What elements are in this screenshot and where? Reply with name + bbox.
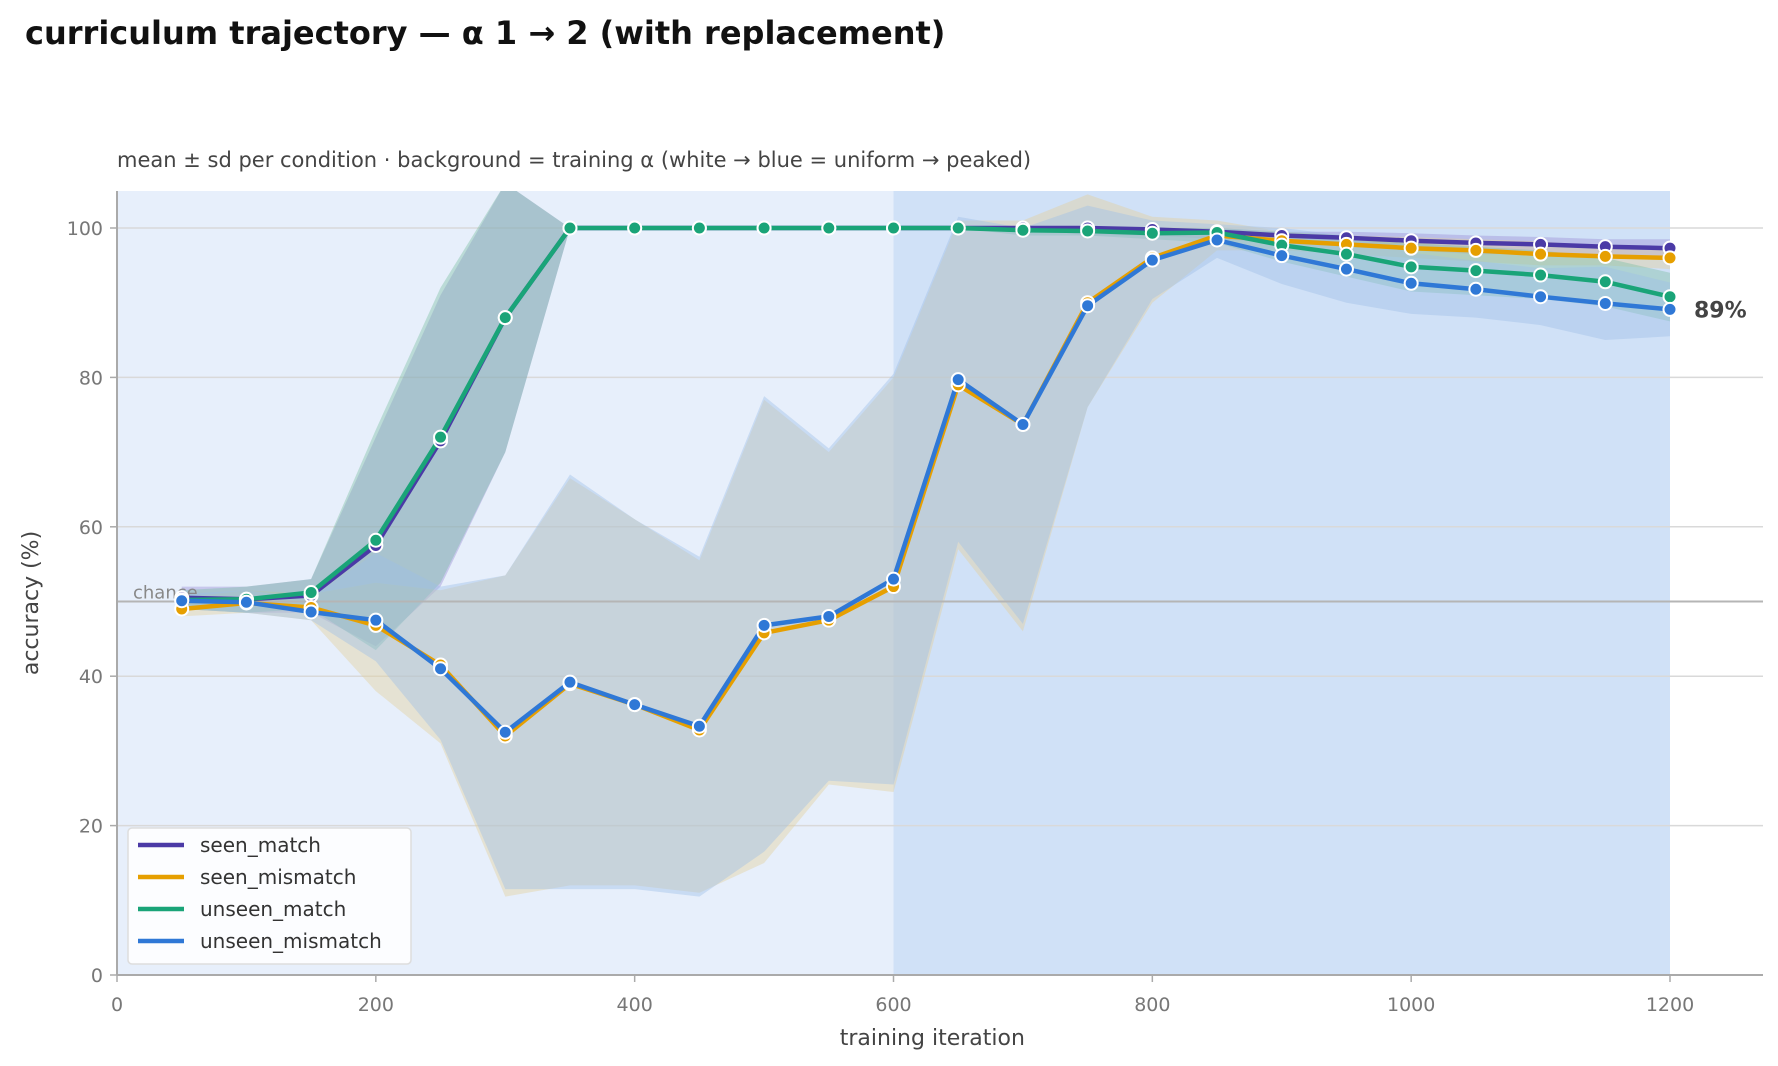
point-unseen_match-400 bbox=[627, 220, 643, 236]
point-unseen_match-350 bbox=[562, 220, 578, 236]
x-tick-label-600: 600 bbox=[875, 994, 911, 1016]
sd-band-unseen_match bbox=[181, 191, 1670, 651]
point-unseen_match-150 bbox=[303, 585, 319, 601]
y-tick-label-60: 60 bbox=[79, 517, 103, 539]
point-unseen_match-700 bbox=[1015, 222, 1031, 238]
y-tick-label-20: 20 bbox=[79, 816, 103, 838]
sd-band-seen_mismatch bbox=[181, 194, 1671, 897]
point-unseen_mismatch-950 bbox=[1338, 261, 1354, 277]
point-seen_mismatch-1050 bbox=[1468, 242, 1484, 258]
x-tick-label-200: 200 bbox=[358, 994, 394, 1016]
chart-title: curriculum trajectory — α 1 → 2 (with re… bbox=[25, 14, 946, 52]
point-unseen_match-1000 bbox=[1403, 259, 1419, 275]
point-unseen_mismatch-900 bbox=[1274, 248, 1290, 264]
point-unseen_mismatch-500 bbox=[756, 617, 772, 633]
x-tick-label-0: 0 bbox=[111, 994, 123, 1016]
point-unseen_match-300 bbox=[497, 310, 513, 326]
x-axis-label: training iteration bbox=[840, 1026, 1025, 1051]
point-unseen_mismatch-850 bbox=[1209, 232, 1225, 248]
point-seen_mismatch-1100 bbox=[1533, 246, 1549, 262]
point-unseen_mismatch-800 bbox=[1144, 252, 1160, 268]
point-unseen_mismatch-1000 bbox=[1403, 275, 1419, 291]
y-tick-label-0: 0 bbox=[91, 965, 103, 987]
y-axis-label: accuracy (%) bbox=[19, 531, 44, 675]
point-unseen_match-600 bbox=[886, 220, 901, 236]
point-unseen_mismatch-250 bbox=[433, 661, 449, 677]
end-value-label: 89% bbox=[1694, 298, 1747, 323]
point-unseen_mismatch-300 bbox=[497, 724, 513, 740]
y-tick-label-40: 40 bbox=[79, 666, 103, 688]
point-unseen_match-800 bbox=[1144, 225, 1160, 241]
point-unseen_mismatch-400 bbox=[627, 697, 643, 713]
point-unseen_mismatch-150 bbox=[303, 604, 319, 620]
x-tick-label-1200: 1200 bbox=[1646, 994, 1694, 1016]
point-unseen_match-550 bbox=[821, 220, 837, 236]
point-unseen_mismatch-50 bbox=[174, 593, 190, 609]
legend-label-unseen_match: unseen_match bbox=[200, 897, 346, 921]
sd-band-unseen_mismatch bbox=[181, 205, 1671, 897]
background-band-1 bbox=[893, 191, 1670, 975]
series-points bbox=[174, 220, 1678, 744]
point-seen_mismatch-1200 bbox=[1662, 250, 1678, 266]
point-unseen_match-1200 bbox=[1662, 289, 1678, 305]
y-tick-label-80: 80 bbox=[79, 367, 103, 389]
point-unseen_match-950 bbox=[1338, 246, 1354, 262]
point-unseen_mismatch-600 bbox=[886, 571, 901, 587]
x-tick-label-800: 800 bbox=[1134, 994, 1170, 1016]
point-unseen_match-650 bbox=[950, 220, 966, 236]
point-unseen_mismatch-1100 bbox=[1533, 289, 1549, 305]
point-unseen_match-1150 bbox=[1597, 274, 1613, 290]
legend-label-seen_match: seen_match bbox=[200, 833, 321, 857]
point-seen_mismatch-1150 bbox=[1597, 248, 1613, 264]
legend-label-unseen_mismatch: unseen_mismatch bbox=[200, 929, 382, 953]
point-unseen_mismatch-450 bbox=[691, 718, 707, 734]
point-unseen_mismatch-550 bbox=[821, 608, 837, 624]
legend-label-seen_mismatch: seen_mismatch bbox=[200, 865, 356, 889]
point-unseen_mismatch-1050 bbox=[1468, 281, 1484, 297]
point-seen_mismatch-1000 bbox=[1403, 240, 1419, 256]
point-unseen_mismatch-700 bbox=[1015, 416, 1031, 432]
point-unseen_match-200 bbox=[368, 532, 384, 548]
point-unseen_match-250 bbox=[433, 429, 449, 445]
point-unseen_match-1100 bbox=[1533, 267, 1549, 283]
legend-box bbox=[127, 827, 412, 965]
chart-subtitle: mean ± sd per condition · background = t… bbox=[117, 148, 1031, 172]
point-unseen_mismatch-350 bbox=[562, 674, 578, 690]
point-unseen_mismatch-750 bbox=[1080, 298, 1096, 314]
point-unseen_match-1050 bbox=[1468, 263, 1484, 279]
series-line-unseen_match bbox=[181, 225, 1671, 603]
point-unseen_match-500 bbox=[756, 220, 772, 236]
x-tick-label-1000: 1000 bbox=[1387, 994, 1435, 1016]
point-unseen_match-750 bbox=[1080, 223, 1096, 239]
point-unseen_mismatch-200 bbox=[368, 612, 384, 628]
legend: seen_match seen_mismatch unseen_matchunsee… bbox=[127, 827, 412, 965]
series-line-unseen_mismatch bbox=[181, 237, 1671, 735]
point-unseen_mismatch-100 bbox=[238, 594, 254, 610]
x-tick-label-400: 400 bbox=[617, 994, 653, 1016]
point-unseen_match-450 bbox=[691, 220, 707, 236]
series-lines bbox=[181, 225, 1671, 739]
point-unseen_mismatch-1200 bbox=[1662, 301, 1678, 317]
point-unseen_mismatch-650 bbox=[950, 372, 966, 388]
y-tick-label-100: 100 bbox=[67, 218, 103, 240]
point-unseen_mismatch-1150 bbox=[1597, 295, 1613, 311]
